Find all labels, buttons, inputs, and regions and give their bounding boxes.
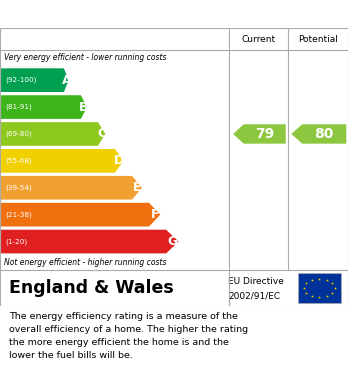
Text: (1-20): (1-20): [5, 238, 27, 245]
Text: B: B: [79, 100, 89, 113]
Text: (39-54): (39-54): [5, 185, 32, 191]
Polygon shape: [1, 95, 87, 119]
Polygon shape: [1, 149, 124, 173]
Polygon shape: [233, 124, 286, 143]
Text: The energy efficiency rating is a measure of the
overall efficiency of a home. T: The energy efficiency rating is a measur…: [9, 312, 248, 359]
Polygon shape: [291, 124, 346, 143]
Text: EU Directive: EU Directive: [228, 277, 284, 286]
Text: (69-80): (69-80): [5, 131, 32, 137]
Polygon shape: [1, 203, 160, 226]
Text: C: C: [97, 127, 106, 140]
Bar: [298, 273, 341, 303]
Text: D: D: [114, 154, 125, 167]
Text: (55-68): (55-68): [5, 158, 32, 164]
Text: England & Wales: England & Wales: [9, 279, 173, 297]
Text: F: F: [150, 208, 159, 221]
Polygon shape: [1, 122, 105, 146]
Text: Not energy efficient - higher running costs: Not energy efficient - higher running co…: [4, 258, 167, 267]
Text: 79: 79: [255, 127, 274, 141]
Text: E: E: [133, 181, 141, 194]
Polygon shape: [1, 176, 142, 199]
Text: Potential: Potential: [298, 35, 338, 44]
Text: (92-100): (92-100): [5, 77, 37, 83]
Polygon shape: [1, 230, 179, 253]
Text: 2002/91/EC: 2002/91/EC: [228, 291, 280, 300]
Text: G: G: [167, 235, 177, 248]
Text: A: A: [62, 74, 71, 87]
Polygon shape: [1, 68, 69, 92]
Text: Current: Current: [242, 35, 276, 44]
Text: Energy Efficiency Rating: Energy Efficiency Rating: [9, 7, 219, 22]
Text: (81-91): (81-91): [5, 104, 32, 110]
Text: Very energy efficient - lower running costs: Very energy efficient - lower running co…: [4, 53, 167, 62]
Text: 80: 80: [315, 127, 334, 141]
Text: (21-38): (21-38): [5, 212, 32, 218]
